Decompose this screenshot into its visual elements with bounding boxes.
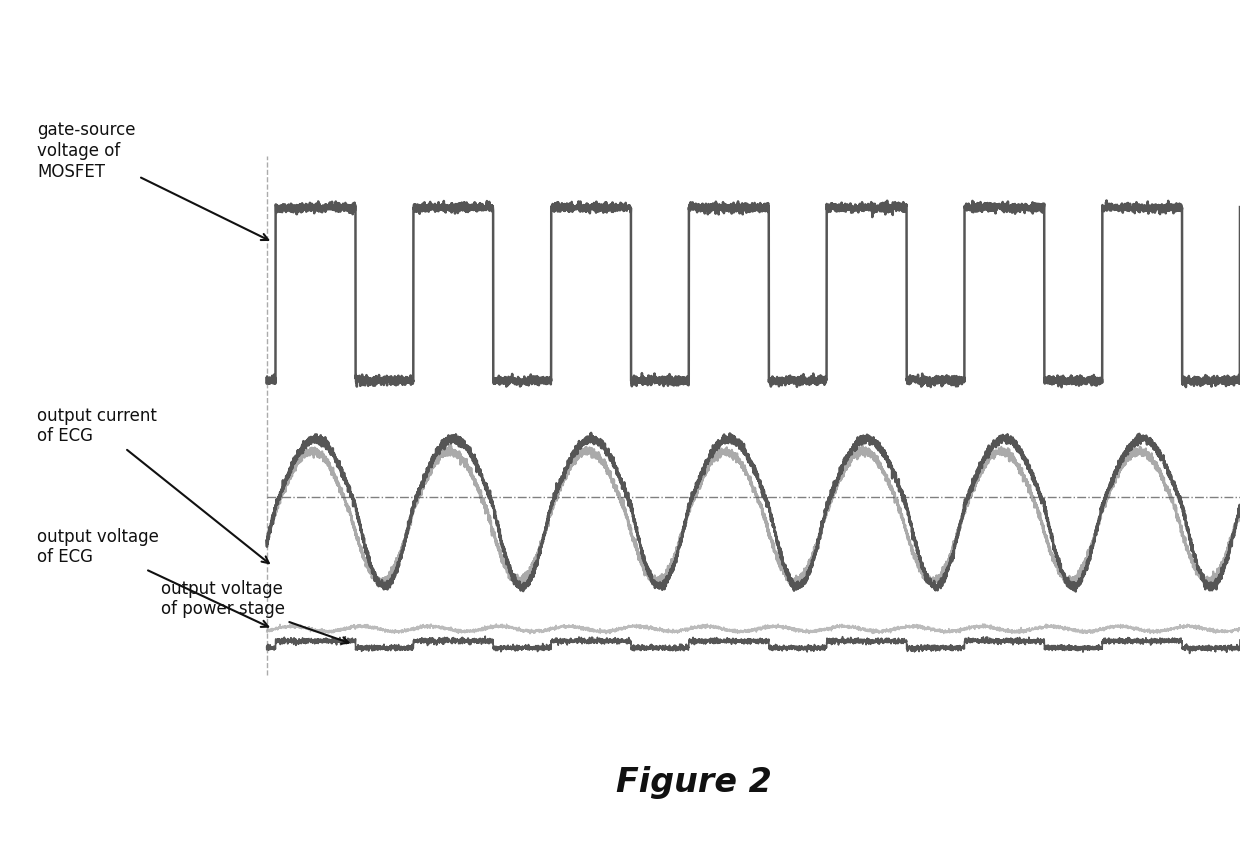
Text: output current
of ECG: output current of ECG [37,407,269,563]
Text: output voltage
of ECG: output voltage of ECG [37,528,268,627]
Text: Figure 2: Figure 2 [616,766,773,799]
Text: gate-source
voltage of
MOSFET: gate-source voltage of MOSFET [37,121,268,240]
Text: output voltage
of power stage: output voltage of power stage [161,580,348,644]
